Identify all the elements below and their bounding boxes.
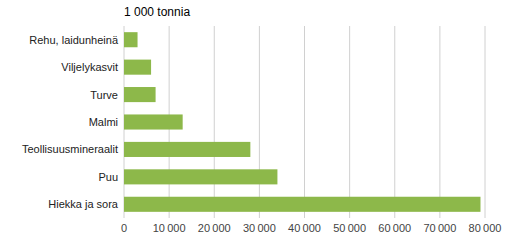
grid-line: [214, 26, 215, 218]
category-label: Puu: [98, 171, 118, 183]
grid-line: [394, 26, 395, 218]
tick-label: 10 000: [153, 222, 186, 234]
bar: [124, 60, 151, 75]
chart: 0 10 000 20 000 30 000 40 000 50 000 60 000 70 …: [0, 0, 509, 240]
bar: [124, 142, 250, 157]
tick-label: 30 000: [243, 222, 276, 234]
category-label: Viljelykasvit: [61, 61, 118, 73]
grid-line: [439, 26, 440, 218]
category-label: Turve: [90, 89, 118, 101]
grid: [124, 26, 485, 218]
grid-line: [349, 26, 350, 218]
bar: [124, 87, 156, 102]
grid-line: [304, 26, 305, 218]
category-label: Rehu, laidunheinä: [29, 34, 119, 46]
category-label: Teollisuusmineraalit: [22, 143, 118, 155]
bar: [124, 169, 277, 184]
x-ticks: 0 10 000 20 000 30 000 40 000 50 000 60 000 70 …: [121, 222, 501, 234]
tick-label: 60 000: [378, 222, 411, 234]
category-label: Hiekka ja sora: [48, 198, 119, 210]
tick-label: 0: [121, 222, 127, 234]
unit-label: 1 000 tonnia: [124, 5, 190, 19]
category-labels: Rehu, laidunheinä Viljelykasvit Turve Malmi…: [22, 34, 119, 211]
tick-label: 50 000: [333, 222, 366, 234]
grid-line: [259, 26, 260, 218]
grid-line: [485, 26, 486, 218]
tick-label: 40 000: [288, 222, 321, 234]
tick-label: 20 000: [198, 222, 231, 234]
bar: [124, 197, 480, 212]
tick-label: 80 000: [469, 222, 502, 234]
category-label: Malmi: [89, 116, 118, 128]
tick-label: 70 000: [423, 222, 456, 234]
bars: [124, 32, 480, 212]
bar: [124, 114, 183, 129]
chart-container: 0 10 000 20 000 30 000 40 000 50 000 60 000 70 …: [0, 0, 509, 240]
bar: [124, 32, 138, 47]
